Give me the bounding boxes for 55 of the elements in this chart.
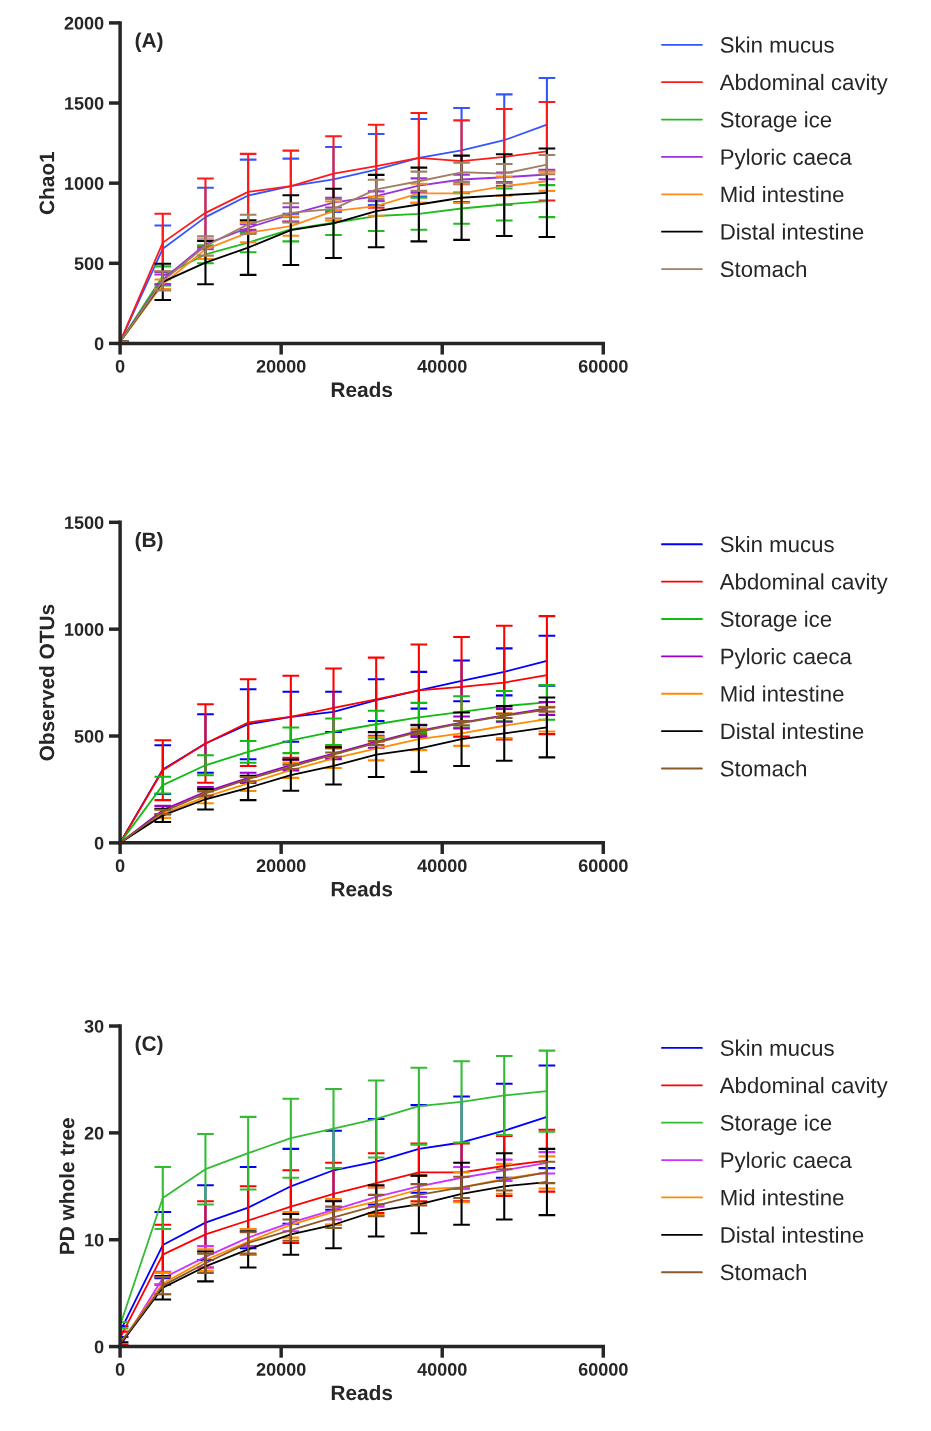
legend-label: Skin mucus: [720, 36, 834, 53]
y-tick-label: 20: [84, 1126, 104, 1140]
y-tick-label: 1000: [65, 177, 104, 190]
x-axis-title: Reads: [331, 881, 393, 897]
legend-label: Pyloric caeca: [721, 148, 852, 170]
y-tick-label: 1500: [65, 96, 104, 110]
x-axis-title: Reads: [331, 1384, 393, 1401]
x-tick-label: 20000: [256, 1363, 306, 1376]
legend-label: Pyloric caeca: [721, 1151, 852, 1173]
x-tick-label: 20000: [256, 859, 306, 873]
chart-title: (A): [135, 32, 163, 52]
legend-label: Distal intestine: [721, 722, 864, 740]
y-tick-label: 500: [74, 729, 104, 743]
legend-label: Distal intestine: [721, 223, 864, 240]
y-tick-label: 10: [85, 1233, 104, 1247]
x-tick-label: 40000: [417, 1363, 467, 1376]
x-tick-label: 0: [115, 359, 125, 373]
legend-label: Storage ice: [720, 1114, 832, 1136]
x-tick-label: 20000: [256, 359, 306, 373]
legend-label: Abdominal cavity: [719, 573, 888, 594]
x-tick-label: 0: [115, 859, 125, 873]
y-tick-label: 1000: [65, 623, 104, 636]
legend-label: Abdominal cavity: [719, 73, 888, 95]
y-axis-title: PD whole tree: [59, 1118, 75, 1254]
legend-label: Mid intestine: [721, 685, 844, 702]
y-tick-label: 0: [94, 337, 104, 351]
y-tick-label: 0: [94, 836, 104, 850]
legend-label: Skin mucus: [720, 535, 834, 553]
x-tick-label: 40000: [417, 859, 467, 873]
y-tick-label: 0: [94, 1340, 104, 1354]
legend-label: Mid intestine: [721, 1189, 844, 1206]
y-axis-title: Chao1: [38, 151, 55, 215]
legend-label: Stomach: [720, 760, 806, 777]
legend-label: Stomach: [720, 1263, 806, 1281]
x-tick-label: 60000: [578, 359, 628, 373]
x-tick-label: 0: [115, 1363, 125, 1376]
y-tick-label: 30: [84, 1019, 104, 1033]
legend-label: Skin mucus: [720, 1039, 834, 1056]
legend-label: Storage ice: [720, 111, 832, 132]
chart-title: (B): [135, 531, 163, 552]
y-tick-label: 1500: [65, 516, 104, 530]
y-tick-label: 2000: [64, 16, 104, 30]
legend-label: Abdominal cavity: [719, 1077, 888, 1098]
legend-label: Mid intestine: [721, 186, 844, 203]
legend-label: Stomach: [720, 260, 806, 278]
legend-label: Pyloric caeca: [721, 648, 852, 669]
y-axis-title: Observed OTUs: [38, 604, 55, 761]
x-tick-label: 60000: [578, 859, 628, 873]
x-tick-label: 40000: [417, 359, 467, 373]
x-tick-label: 60000: [578, 1363, 628, 1376]
x-axis-title: Reads: [331, 381, 393, 398]
legend-label: Storage ice: [720, 610, 832, 632]
chart-title: (C): [135, 1035, 163, 1056]
y-tick-label: 500: [74, 257, 104, 271]
legend-label: Distal intestine: [721, 1226, 864, 1243]
